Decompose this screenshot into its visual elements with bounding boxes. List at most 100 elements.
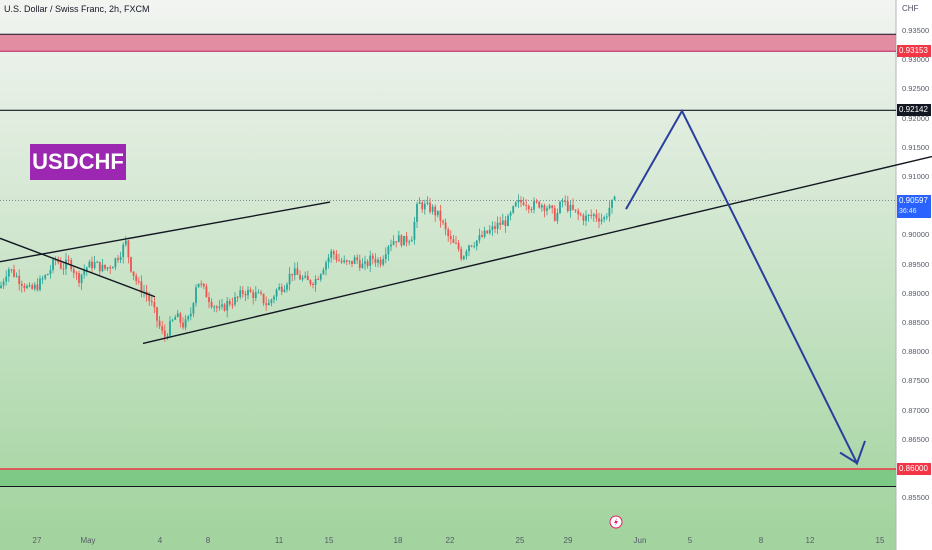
candle-body (460, 248, 463, 260)
y-tick-label: 0.88500 (902, 318, 930, 327)
candle-body (67, 259, 70, 261)
candle-body (322, 269, 325, 275)
candle-body (488, 229, 491, 234)
x-tick-label: 27 (32, 536, 42, 545)
candle-body (512, 206, 515, 213)
candle-body (197, 283, 200, 288)
x-tick-label: 8 (758, 536, 764, 545)
candle-body (187, 316, 190, 320)
candle-body (299, 274, 301, 280)
candle-body (114, 258, 117, 268)
candle-body (174, 317, 177, 320)
candle-body (156, 307, 158, 321)
candle-body (533, 201, 535, 210)
candle-body (340, 260, 343, 263)
candle-body (465, 251, 468, 257)
candle-body (392, 241, 395, 245)
candle-body (449, 236, 452, 240)
x-tick-label: 4 (157, 536, 163, 545)
candle-body (153, 302, 156, 308)
candle-body (273, 296, 275, 300)
candle-body (377, 259, 379, 263)
candle-body (109, 267, 112, 269)
candle-body (361, 263, 364, 269)
candle-body (148, 295, 151, 301)
candle-body (247, 289, 249, 296)
candle-body (559, 201, 561, 213)
candle-body (611, 199, 613, 208)
candle-body (200, 283, 203, 285)
candle-body (75, 272, 78, 274)
candle-body (605, 216, 608, 218)
candle-body (514, 202, 517, 207)
candle-body (374, 258, 377, 263)
candle-body (382, 258, 385, 265)
candle-body (416, 203, 418, 222)
candle-body (78, 273, 80, 283)
candle-body (345, 260, 348, 262)
candle-body (470, 245, 473, 247)
candle-body (348, 260, 351, 262)
candle-body (546, 208, 548, 211)
candle-body (309, 280, 312, 284)
candle-body (384, 254, 387, 259)
candle-body (319, 274, 322, 280)
x-tick-label: 12 (805, 536, 815, 545)
candle-body (353, 257, 356, 264)
y-tick-label: 0.85500 (902, 493, 930, 503)
candle-body (44, 275, 47, 279)
candle-body (462, 256, 465, 260)
candle-body (270, 299, 273, 303)
candle-body (104, 264, 106, 269)
candle-body (540, 205, 543, 208)
candle-body (312, 283, 314, 285)
candle-body (62, 268, 65, 270)
candle-body (403, 235, 405, 246)
chart-background (0, 0, 896, 531)
candle-body (111, 267, 114, 269)
candle-body (548, 205, 551, 209)
candle-body (501, 220, 504, 225)
candle-body (421, 202, 424, 210)
x-tick-label: 15 (875, 536, 885, 545)
candle-body (10, 269, 13, 271)
candle-body (364, 261, 366, 264)
price-tag-zone-top: 0.93153 (897, 45, 931, 58)
candle-body (161, 326, 164, 331)
drawings-group (0, 108, 932, 466)
candle-body (106, 267, 109, 269)
candle-body (379, 259, 382, 265)
candle-body (228, 301, 231, 305)
candle-body (561, 200, 564, 202)
candle-body (304, 275, 307, 278)
candle-body (96, 261, 99, 263)
x-tick-label: 22 (445, 536, 455, 545)
candle-body (585, 215, 587, 221)
candle-body (288, 273, 291, 285)
lightning-icon[interactable] (609, 515, 623, 529)
y-tick-label: 0.87000 (902, 405, 930, 415)
candle-body (140, 281, 143, 293)
candle-body (293, 268, 296, 276)
candle-body (387, 246, 390, 255)
candle-body (551, 205, 554, 208)
candle-body (221, 304, 223, 307)
candle-body (301, 277, 304, 280)
candle-body (343, 260, 346, 263)
candle-body (517, 200, 520, 203)
candle-body (182, 322, 184, 328)
candle-body (23, 285, 26, 289)
candle-body (150, 300, 153, 303)
candle-body (494, 226, 496, 229)
candle-body (33, 284, 36, 289)
candle-body (2, 281, 5, 286)
x-tick-label: 18 (393, 536, 403, 545)
candle-body (527, 205, 530, 210)
candle-body (603, 217, 606, 220)
candle-body (429, 202, 431, 212)
candle-body (20, 283, 23, 286)
candle-body (52, 259, 54, 270)
candle-body (522, 202, 525, 205)
